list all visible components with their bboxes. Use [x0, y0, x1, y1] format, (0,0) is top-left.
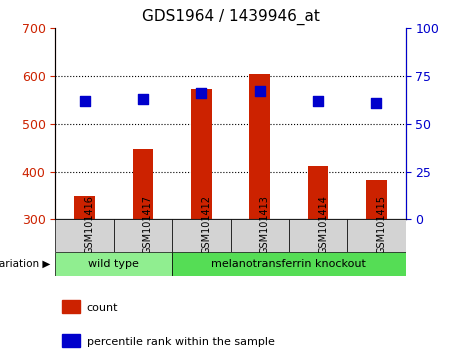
Bar — [133, 149, 153, 354]
Point — [139, 96, 147, 102]
Bar — [347, 219, 406, 252]
Bar — [55, 219, 114, 252]
Bar — [308, 166, 328, 354]
Bar — [172, 219, 230, 252]
Text: GSM101413: GSM101413 — [260, 195, 270, 254]
Bar — [74, 195, 95, 354]
Bar — [114, 219, 172, 252]
Text: GDS1964 / 1439946_at: GDS1964 / 1439946_at — [142, 9, 319, 25]
Text: GSM101412: GSM101412 — [201, 195, 211, 254]
Point — [198, 91, 205, 96]
Bar — [366, 180, 387, 354]
Bar — [289, 219, 347, 252]
Bar — [230, 219, 289, 252]
Point — [81, 98, 88, 104]
Text: count: count — [87, 303, 118, 313]
Point — [256, 88, 263, 94]
Text: wild type: wild type — [88, 259, 139, 269]
Text: percentile rank within the sample: percentile rank within the sample — [87, 337, 275, 347]
Text: melanotransferrin knockout: melanotransferrin knockout — [212, 259, 366, 269]
Point — [373, 100, 380, 106]
Bar — [55, 252, 172, 276]
Bar — [249, 74, 270, 354]
Bar — [172, 252, 406, 276]
Text: GSM101414: GSM101414 — [318, 195, 328, 254]
Text: GSM101417: GSM101417 — [143, 195, 153, 254]
Bar — [191, 90, 212, 354]
Bar — [62, 334, 80, 347]
Text: genotype/variation ▶: genotype/variation ▶ — [0, 259, 51, 269]
Text: GSM101416: GSM101416 — [84, 195, 95, 254]
Point — [314, 98, 322, 104]
Bar — [62, 300, 80, 313]
Text: GSM101415: GSM101415 — [377, 195, 386, 254]
